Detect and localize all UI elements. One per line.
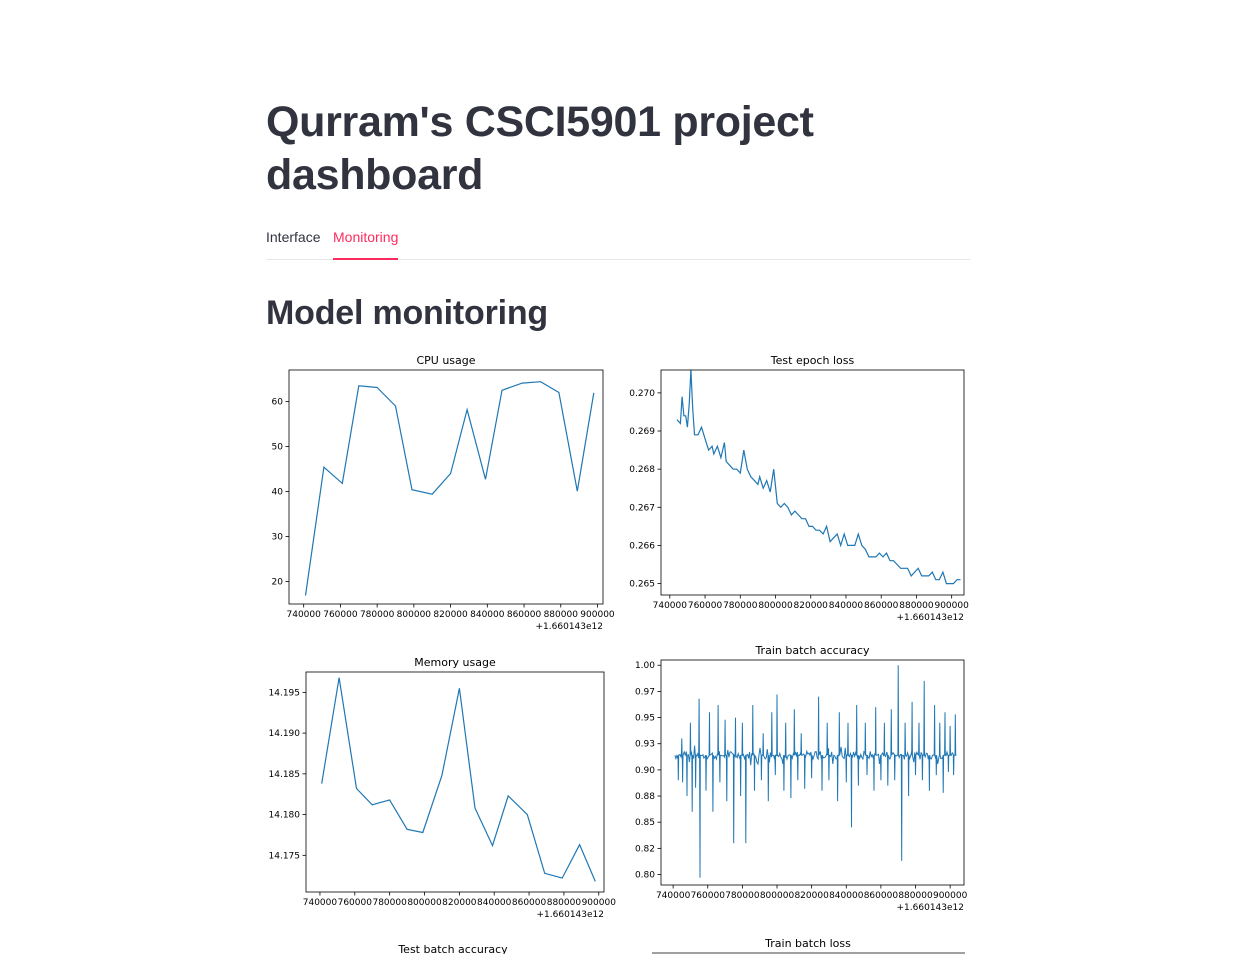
y-tick-label: 30 xyxy=(272,533,284,543)
page-title: Qurram's CSCI5901 project dashboard xyxy=(266,98,814,199)
plot-frame xyxy=(660,659,965,886)
y-tick-label: 14.185 xyxy=(269,770,301,780)
x-tick-label: 880000 xyxy=(544,610,579,620)
plot-frame xyxy=(288,369,604,605)
chart-title: Test batch accuracy xyxy=(397,943,508,954)
chart-title: CPU usage xyxy=(416,354,475,367)
y-tick-label: 0.97 xyxy=(635,687,655,697)
x-tick-label: 880000 xyxy=(547,898,582,908)
y-tick-label: 14.175 xyxy=(269,851,301,861)
x-tick-label: 860000 xyxy=(864,601,899,611)
x-tick-label: 840000 xyxy=(477,898,512,908)
y-tick-label: 20 xyxy=(272,578,284,588)
x-tick-label: 740000 xyxy=(303,898,338,908)
y-tick-label: 0.95 xyxy=(635,714,655,724)
y-tick-label: 14.180 xyxy=(269,811,301,821)
x-tick-label: 860000 xyxy=(864,891,899,901)
tab-interface[interactable]: Interface xyxy=(266,229,321,245)
y-tick-label: 50 xyxy=(272,443,284,453)
x-tick-label: 900000 xyxy=(582,898,617,908)
y-tick-label: 0.88 xyxy=(635,792,655,802)
x-offset-label: +1.660143e12 xyxy=(897,613,964,623)
memory-usage-chart: Memory usage 740000 760000 780000 800000 8200… xyxy=(269,656,617,920)
x-tick-label: 800000 xyxy=(397,610,432,620)
x-tick-label: 740000 xyxy=(287,610,322,620)
x-offset-label: +1.660143e12 xyxy=(897,903,964,913)
chart-title: Train batch accuracy xyxy=(754,644,870,657)
series-line xyxy=(304,381,595,596)
series-line xyxy=(676,369,961,585)
x-tick-label: 880000 xyxy=(899,601,934,611)
x-tick-label: 860000 xyxy=(507,610,542,620)
x-tick-label: 820000 xyxy=(794,891,829,901)
train-batch-loss-chart: Train batch loss xyxy=(652,937,965,954)
x-offset-label: +1.660143e12 xyxy=(537,910,604,920)
x-tick-label: 900000 xyxy=(934,601,969,611)
y-tick-label: 0.267 xyxy=(629,503,655,513)
tab-monitoring[interactable]: Monitoring xyxy=(333,226,399,260)
y-tick-label: 60 xyxy=(272,398,284,408)
x-tick-label: 740000 xyxy=(656,891,691,901)
tab-bar: Interface Monitoring xyxy=(266,226,970,260)
y-tick-label: 0.90 xyxy=(635,766,655,776)
y-tick-label: 0.270 xyxy=(629,389,655,399)
y-tick-label: 1.00 xyxy=(635,661,655,671)
y-tick-label: 40 xyxy=(272,488,284,498)
y-tick-label: 14.190 xyxy=(269,729,301,739)
x-tick-label: 800000 xyxy=(407,898,442,908)
x-tick-label: 780000 xyxy=(360,610,395,620)
test-batch-accuracy-chart: Test batch accuracy xyxy=(397,943,508,954)
series-line xyxy=(674,665,957,878)
x-tick-label: 780000 xyxy=(723,601,758,611)
section-title: Model monitoring xyxy=(266,294,548,332)
x-tick-label: 760000 xyxy=(691,891,726,901)
chart-title: Test epoch loss xyxy=(770,354,855,367)
chart-title: Train batch loss xyxy=(764,937,851,950)
chart-title: Memory usage xyxy=(414,656,496,669)
x-offset-label: +1.660143e12 xyxy=(536,622,603,632)
x-tick-label: 780000 xyxy=(372,898,407,908)
train-batch-accuracy-chart: Train batch accuracy 740000 760000 780000 80… xyxy=(635,644,968,913)
x-tick-label: 900000 xyxy=(580,610,615,620)
x-tick-label: 840000 xyxy=(829,601,864,611)
x-tick-label: 740000 xyxy=(653,601,688,611)
x-tick-label: 800000 xyxy=(758,601,793,611)
x-tick-label: 760000 xyxy=(338,898,373,908)
x-tick-label: 820000 xyxy=(442,898,477,908)
x-tick-label: 900000 xyxy=(933,891,968,901)
y-tick-label: 0.266 xyxy=(629,541,655,551)
y-tick-label: 0.268 xyxy=(629,465,655,475)
y-tick-label: 0.82 xyxy=(635,844,655,854)
y-tick-label: 14.195 xyxy=(269,688,301,698)
x-tick-label: 860000 xyxy=(512,898,547,908)
y-tick-label: 0.269 xyxy=(629,427,655,437)
series-line xyxy=(321,677,596,882)
x-tick-label: 800000 xyxy=(760,891,795,901)
x-tick-label: 760000 xyxy=(323,610,358,620)
y-tick-label: 0.93 xyxy=(635,740,655,750)
y-tick-label: 0.80 xyxy=(635,871,655,881)
x-tick-label: 820000 xyxy=(794,601,829,611)
x-tick-label: 820000 xyxy=(433,610,468,620)
y-tick-label: 0.85 xyxy=(635,818,655,828)
plot-frame xyxy=(305,671,605,893)
y-tick-label: 0.265 xyxy=(629,580,655,590)
x-tick-label: 840000 xyxy=(829,891,864,901)
x-tick-label: 760000 xyxy=(688,601,723,611)
x-tick-label: 780000 xyxy=(725,891,760,901)
plot-frame xyxy=(660,369,965,596)
x-tick-label: 880000 xyxy=(898,891,933,901)
x-tick-label: 840000 xyxy=(470,610,505,620)
